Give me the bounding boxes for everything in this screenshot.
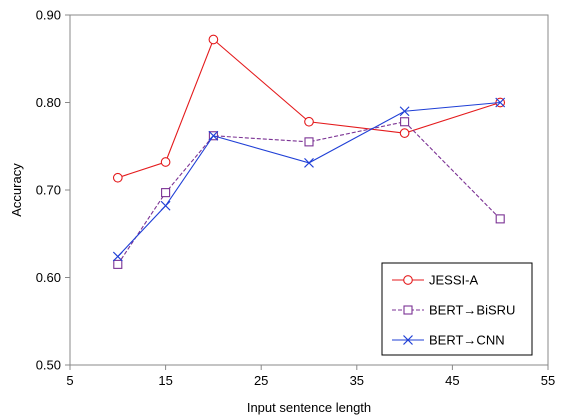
y-tick-label: 0.80 (36, 95, 61, 110)
x-axis-ticks: 5 15 25 35 45 55 (66, 365, 555, 388)
x-tick-label: 55 (541, 373, 555, 388)
legend-swatch-marker (403, 335, 413, 345)
legend-label: BERT→BiSRU (429, 303, 515, 318)
legend-item: BERT→CNN (392, 333, 505, 348)
data-point-marker (304, 157, 314, 168)
marker-stroke (403, 335, 413, 345)
data-point-marker (304, 137, 314, 147)
data-point-marker (399, 128, 410, 138)
marker-stroke (208, 130, 219, 141)
x-tick-label: 25 (254, 373, 268, 388)
marker-stroke (495, 97, 506, 108)
data-point-marker (400, 117, 410, 127)
legend-item: JESSI-A (392, 273, 478, 288)
data-point-marker (208, 130, 219, 141)
marker-stroke (112, 251, 123, 262)
y-tick-label: 0.90 (36, 8, 61, 23)
legend-label: JESSI-A (429, 273, 478, 288)
y-axis-ticks: 0.50 0.60 0.70 0.80 0.90 (36, 8, 70, 373)
data-point-marker (112, 251, 123, 262)
y-tick-label: 0.50 (36, 358, 61, 373)
data-point-marker (161, 188, 171, 198)
series-line (117, 38, 501, 179)
data-point-marker (112, 172, 123, 183)
x-tick-label: 35 (350, 373, 364, 388)
series-line (117, 101, 501, 257)
data-point-marker (160, 200, 171, 211)
data-point-marker (495, 97, 506, 108)
x-tick-label: 45 (445, 373, 459, 388)
data-point-marker (495, 214, 505, 224)
x-axis-title: Input sentence length (247, 400, 371, 415)
legend-label: BERT→CNN (429, 333, 505, 348)
legend-swatch-marker (403, 305, 413, 315)
y-axis-title: Accuracy (9, 163, 24, 217)
y-tick-label: 0.60 (36, 270, 61, 285)
y-tick-label: 0.70 (36, 183, 61, 198)
series-3 (112, 97, 506, 262)
data-point-marker (304, 116, 314, 127)
marker-stroke (160, 200, 171, 211)
legend-item: BERT→BiSRU (392, 303, 515, 318)
marker-stroke (304, 157, 314, 168)
series-1 (112, 34, 506, 183)
legend: JESSI-A BERT→BiSRU BERT→CNN (381, 262, 533, 356)
series-layer (112, 34, 506, 269)
data-point-marker (208, 34, 219, 45)
legend-swatch-marker (403, 275, 413, 285)
x-tick-label: 5 (66, 373, 73, 388)
x-tick-label: 15 (158, 373, 172, 388)
data-point-marker (160, 157, 171, 167)
data-point-marker (113, 259, 123, 269)
data-point-marker (399, 106, 410, 117)
marker-stroke (399, 106, 410, 117)
